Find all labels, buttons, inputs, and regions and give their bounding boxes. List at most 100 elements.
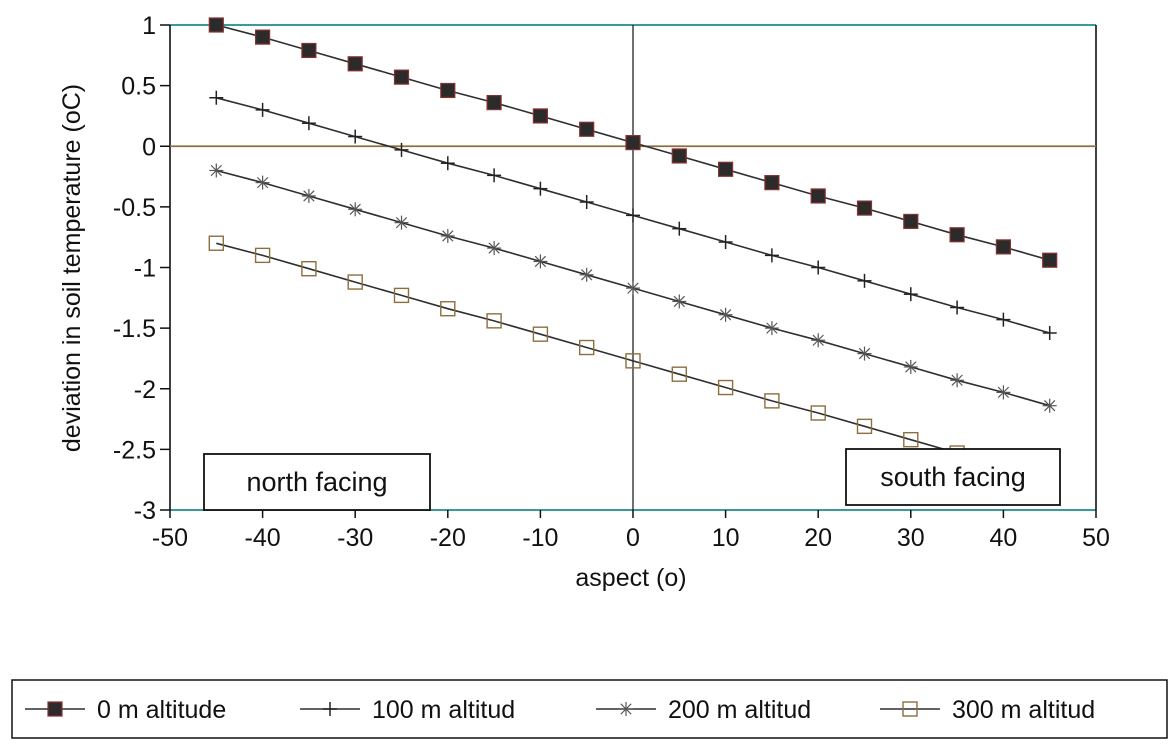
legend-marker [323,702,337,716]
data-point [301,116,316,131]
data-point [811,260,826,275]
data-point [579,195,594,210]
x-tick-label: 10 [712,524,740,552]
legend-marker [47,701,63,717]
data-point [208,17,224,33]
legend-marker [619,702,633,716]
y-axis-title: deviation in soil temperature (oC) [58,84,86,452]
data-point [394,215,409,230]
x-tick-label: 40 [989,524,1017,552]
data-point [301,261,317,277]
data-point [950,373,965,388]
data-point [348,202,363,217]
data-point [811,333,826,348]
data-point [672,294,687,309]
data-point [255,102,270,117]
x-tick-label: -20 [430,524,466,552]
data-point [764,321,779,336]
data-point [625,135,641,151]
data-point [810,188,826,204]
data-point [856,200,873,216]
data-point [625,353,641,369]
data-point [1042,398,1057,413]
data-point [487,168,502,183]
annotation-layer: north facing south facing [203,448,1061,511]
legend-frame [11,679,1168,739]
data-point [486,313,502,329]
series-2 [209,163,1057,413]
data-point [301,42,317,59]
legend-label: 200 m altitud [668,696,811,724]
data-point [1042,252,1058,268]
data-point [209,163,224,178]
x-tick-label: -30 [337,524,373,552]
data-point [486,94,502,111]
data-point [394,142,409,157]
tick-layer: 1 0.5 0 -0.5 -1 -1.5 -2 -2.5 -3-50 -40 -30 -20 -10 0 1… [113,12,1110,552]
data-point [532,108,549,124]
y-tick-label: -3 [134,497,156,525]
data-point [393,69,410,85]
data-point [903,431,919,448]
legend-item-2: 200 m altitud [596,696,811,724]
data-point [903,213,919,230]
data-point [856,418,873,435]
data-point [764,393,780,409]
data-point [857,346,872,361]
legend: 0 m altitude 100 m altitud 200 m altitud 30… [11,679,1168,739]
data-point [626,281,640,296]
legend-item-1: 100 m altitud [300,696,515,724]
data-point [950,300,965,315]
data-point [672,221,687,236]
annotation-frame [203,453,431,511]
data-point [1042,325,1057,340]
data-point [626,208,640,223]
data-point [579,121,595,137]
y-tick-label: 1 [142,12,156,40]
data-point [533,181,548,196]
data-point [764,248,779,263]
data-point [810,405,826,421]
data-point [857,273,872,288]
data-point [671,366,687,382]
data-point [532,326,549,342]
data-point [718,235,733,250]
annotation-box: north facing [203,453,431,511]
x-axis-title: aspect (o) [575,564,686,592]
data-point [487,241,502,256]
y-tick-label: -1.5 [113,315,156,343]
data-point [393,287,410,304]
data-point [671,148,687,164]
data-point [996,385,1011,400]
data-point [254,247,271,264]
data-point [718,307,733,322]
legend-label: 100 m altitud [372,696,515,724]
x-tick-label: 0 [626,524,640,552]
data-point [440,228,455,243]
y-tick-label: 0 [142,133,156,161]
x-tick-label: 50 [1082,524,1110,552]
data-point [579,267,594,282]
data-point [440,301,456,317]
legend-label: 0 m altitude [97,696,226,724]
data-point [579,339,595,356]
data-point [440,156,455,171]
data-point [995,239,1012,255]
data-point [347,274,363,290]
annotation-box: south facing [845,448,1061,506]
series-1 [209,90,1057,340]
data-point [440,82,456,99]
data-point [717,379,734,396]
data-point [903,359,918,374]
x-tick-label: 30 [897,524,925,552]
x-tick-label: -10 [522,524,558,552]
series-line [216,242,1050,480]
data-point [301,188,316,203]
y-tick-label: -2.5 [113,436,156,464]
y-tick-label: -0.5 [113,194,156,222]
y-tick-label: -2 [134,376,156,404]
data-point [209,90,224,105]
x-tick-label: -50 [152,524,188,552]
